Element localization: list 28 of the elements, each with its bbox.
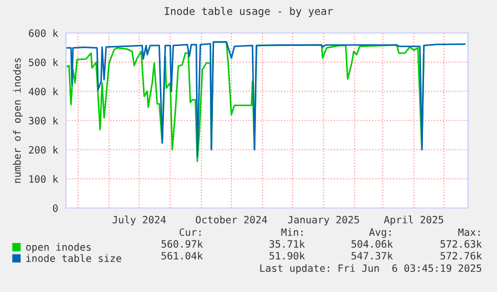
text: 560.97k bbox=[162, 240, 203, 248]
y-tick-label: 400 k bbox=[28, 88, 58, 96]
y-tick-label: 100 k bbox=[29, 175, 58, 183]
text: Max: bbox=[458, 228, 480, 236]
y-tick-label: 300 k bbox=[28, 116, 58, 124]
x-tick-label: April 2025 bbox=[384, 216, 444, 226]
y-axis-title: number of open inodes bbox=[13, 58, 23, 183]
y-tick-label: 500 k bbox=[28, 58, 58, 66]
text: 504.06k bbox=[352, 240, 393, 248]
text: Last update: Fri Jun 6 03:45:19 2025 bbox=[260, 264, 482, 274]
chart-title: Inode table usage - by year bbox=[164, 6, 333, 18]
legend-label: open inodes bbox=[26, 243, 91, 253]
text: Cur: bbox=[180, 228, 201, 236]
text: 547.37k bbox=[352, 252, 393, 260]
y-tick-label: 200 k bbox=[29, 146, 58, 154]
text: Avg: bbox=[369, 228, 391, 238]
x-tick-label: October 2024 bbox=[196, 216, 268, 224]
text: 561.04k bbox=[162, 252, 203, 260]
y-tick-label: 0 bbox=[52, 204, 58, 212]
x-tick-label: July 2024 bbox=[112, 216, 166, 226]
legend-label: inode table size bbox=[26, 254, 122, 262]
text: 572.63k bbox=[440, 240, 482, 248]
y-tick-label: 600 k bbox=[28, 29, 58, 37]
text: 35.71k bbox=[270, 240, 305, 248]
text: 572.76k bbox=[440, 252, 482, 260]
x-tick-label: January 2025 bbox=[288, 216, 359, 226]
text: Min: bbox=[281, 228, 303, 236]
text: 51.90k bbox=[270, 252, 305, 260]
